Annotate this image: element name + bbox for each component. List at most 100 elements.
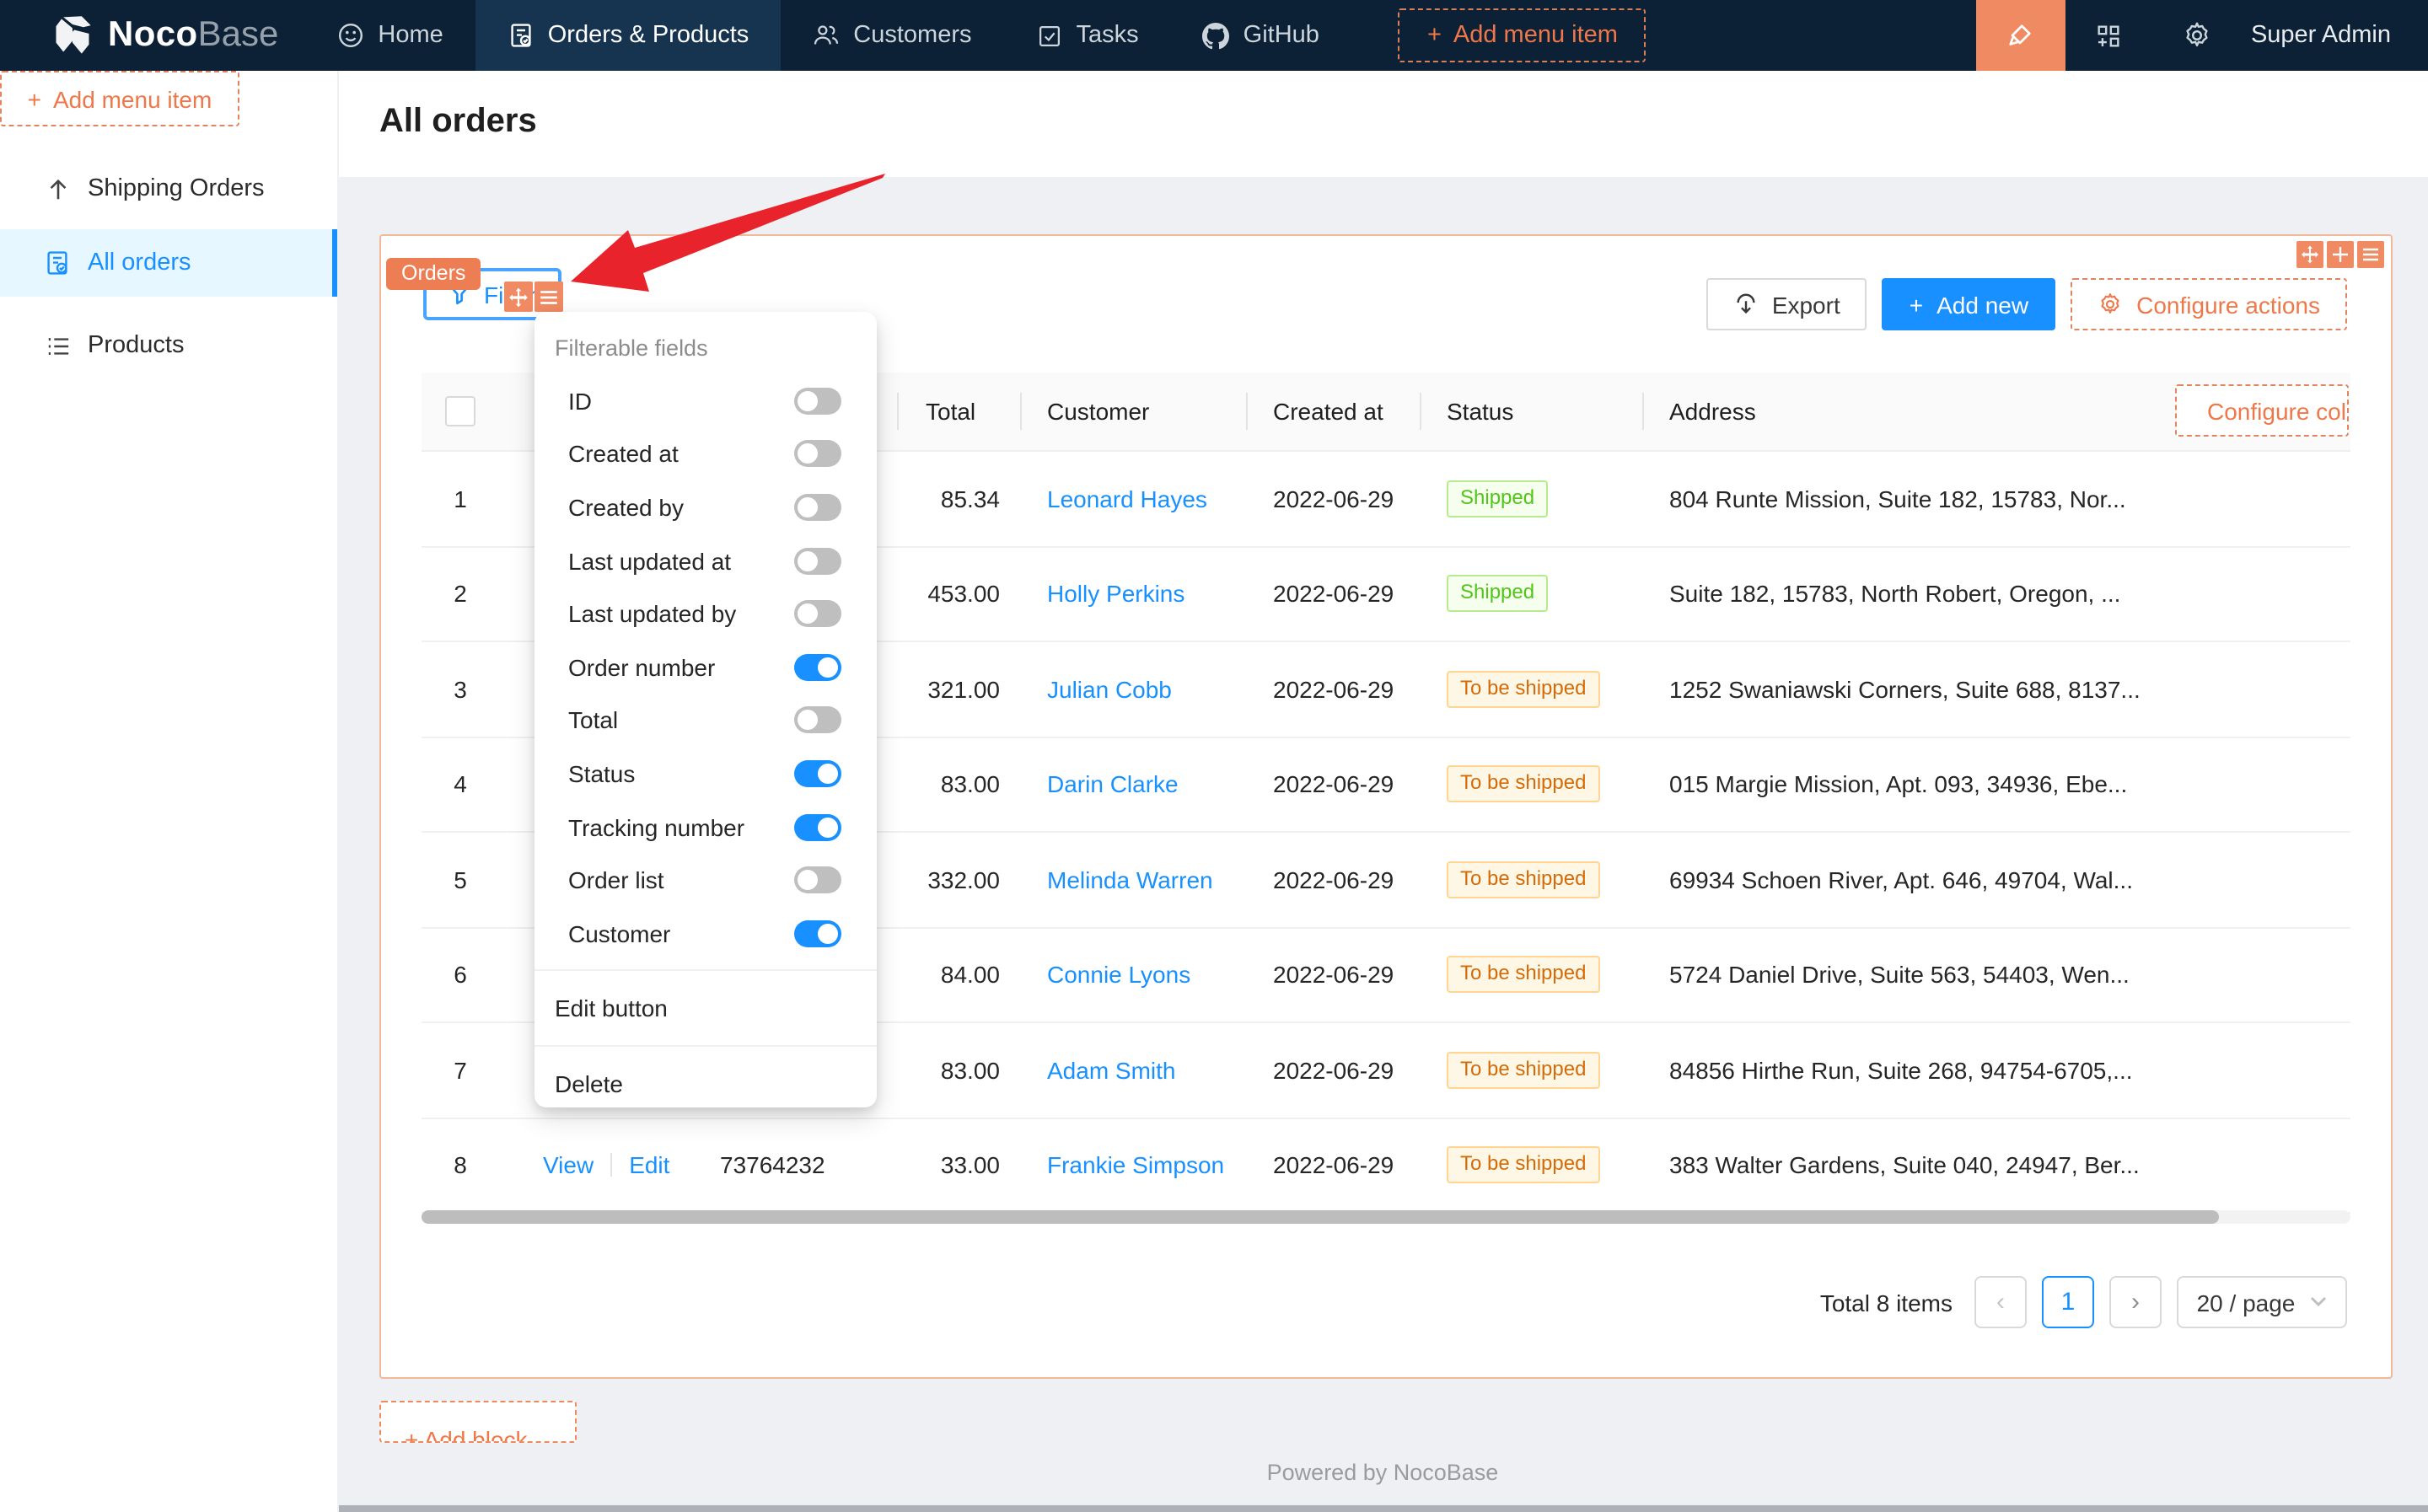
field-toggle-switch[interactable]	[794, 920, 841, 947]
powered-by-footer: Powered by NocoBase	[1266, 1460, 1499, 1485]
sidebar-item-label: All orders	[88, 249, 191, 276]
action-menu-icon[interactable]	[534, 281, 563, 312]
filterable-field-order-list[interactable]: Order list	[534, 854, 877, 907]
plugin-icon	[2098, 24, 2120, 46]
cell-total: 84.00	[940, 961, 1000, 989]
filterable-field-last-updated-by[interactable]: Last updated by	[534, 587, 877, 641]
pagination-next-button[interactable]: ›	[2109, 1276, 2162, 1328]
pagination-prev-button[interactable]: ‹	[1974, 1276, 2027, 1328]
settings-button[interactable]	[2153, 0, 2241, 71]
users-icon	[813, 22, 840, 49]
view-link[interactable]: View	[543, 1151, 594, 1179]
customer-link[interactable]: Holly Perkins	[1047, 580, 1185, 608]
page-size-value: 20 / page	[2196, 1289, 2296, 1316]
field-toggle-switch[interactable]	[794, 706, 841, 734]
drag-handle-icon[interactable]	[504, 281, 533, 312]
customer-link[interactable]: Adam Smith	[1047, 1056, 1176, 1084]
column-header-status[interactable]: Status	[1420, 373, 1642, 450]
filterable-fields-list: ID Created at Created by Last updated at Las…	[534, 374, 877, 960]
customer-link[interactable]: Leonard Hayes	[1047, 485, 1207, 512]
cell-address: 804 Runte Mission, Suite 182, 15783, Nor…	[1669, 485, 2126, 512]
sidebar-item-products[interactable]: Products	[0, 312, 337, 379]
filterable-field-created-at[interactable]: Created at	[534, 427, 877, 480]
filterable-field-status[interactable]: Status	[534, 747, 877, 800]
switch-knob	[818, 923, 838, 944]
filterable-field-order-number[interactable]: Order number	[534, 641, 877, 694]
cell-created-at: 2022-06-29	[1273, 1056, 1394, 1084]
cell-customer: Julian Cobb	[1020, 676, 1246, 703]
filterable-field-created-by[interactable]: Created by	[534, 480, 877, 533]
navbar-add-menu-item-button[interactable]: + Add menu item	[1398, 8, 1646, 62]
add-new-button[interactable]: + Add new	[1882, 278, 2056, 330]
plus-icon: +	[1426, 22, 1442, 49]
customer-link[interactable]: Darin Clarke	[1047, 770, 1179, 798]
field-toggle-switch[interactable]	[794, 440, 841, 468]
filterable-field-customer[interactable]: Customer	[534, 907, 877, 960]
sidebar-add-menu-item-button[interactable]: + Add menu item	[0, 71, 239, 126]
cell-address: 1252 Swaniawski Corners, Suite 688, 8137…	[1669, 675, 2141, 703]
add-icon[interactable]	[2327, 241, 2354, 268]
divider	[534, 1044, 877, 1047]
navbar-item-github[interactable]: GitHub	[1171, 0, 1351, 71]
configure-columns-button[interactable]: Configure columns	[2175, 384, 2349, 437]
field-toggle-switch[interactable]	[794, 600, 841, 628]
filterable-field-total[interactable]: Total	[534, 694, 877, 747]
block-menu-icon[interactable]	[2357, 241, 2384, 268]
field-label: Order number	[568, 653, 716, 681]
column-header-address[interactable]: Address	[1642, 373, 2185, 450]
field-label: Customer	[568, 920, 671, 947]
field-label: Last updated by	[568, 600, 737, 628]
customer-link[interactable]: Frankie Simpson	[1047, 1151, 1225, 1179]
column-header-customer[interactable]: Customer	[1020, 373, 1246, 450]
field-toggle-switch[interactable]	[794, 759, 841, 787]
sidebar: Shipping Orders All orders Products + Add …	[0, 71, 339, 1512]
navbar-item-home[interactable]: Home	[305, 0, 475, 71]
menu-item-edit-button[interactable]: Edit button	[555, 994, 668, 1021]
export-button[interactable]: Export	[1706, 278, 1867, 330]
navbar-item-label: Orders & Products	[547, 22, 749, 49]
customer-link[interactable]: Julian Cobb	[1047, 675, 1172, 703]
switch-knob	[798, 550, 818, 571]
navbar-item-customers[interactable]: Customers	[781, 0, 1003, 71]
customer-link[interactable]: Melinda Warren	[1047, 866, 1213, 893]
ui-editor-toggle-button[interactable]	[1975, 0, 2065, 71]
field-toggle-switch[interactable]	[794, 493, 841, 521]
navbar-item-label: Customers	[853, 22, 972, 49]
sidebar-item-all-orders[interactable]: All orders	[0, 229, 337, 297]
edit-link[interactable]: Edit	[629, 1151, 670, 1179]
nocobase-logo[interactable]: Noco Base	[51, 13, 278, 57]
document-check-icon	[508, 22, 534, 49]
column-header-created-at[interactable]: Created at	[1246, 373, 1420, 450]
field-toggle-switch[interactable]	[794, 387, 841, 415]
field-toggle-switch[interactable]	[794, 547, 841, 575]
field-toggle-switch[interactable]	[794, 653, 841, 681]
user-menu[interactable]: Super Admin	[2250, 22, 2391, 49]
plugin-manager-button[interactable]	[2065, 0, 2153, 71]
page-size-select[interactable]: 20 / page	[2177, 1276, 2347, 1328]
navbar-add-menu-item-label: Add menu item	[1453, 22, 1618, 49]
nocobase-logo-icon	[56, 16, 91, 54]
cell-created-at: 2022-06-29	[1273, 580, 1394, 608]
filterable-field-tracking-number[interactable]: Tracking number	[534, 801, 877, 854]
status-badge: To be shipped	[1447, 1146, 1600, 1184]
column-header-total[interactable]: Total	[897, 373, 1020, 450]
cell-total: 83.00	[940, 1056, 1000, 1084]
select-all-checkbox[interactable]	[445, 396, 475, 426]
row-index: 3	[454, 675, 467, 703]
pagination-page-1[interactable]: 1	[2042, 1276, 2094, 1328]
sidebar-item-shipping-orders[interactable]: Shipping Orders	[0, 155, 337, 223]
filter-designer-dropdown: Filterable fields ID Created at Created by…	[534, 312, 877, 1107]
field-toggle-switch[interactable]	[794, 813, 841, 841]
field-toggle-switch[interactable]	[794, 866, 841, 894]
navbar-item-tasks[interactable]: Tasks	[1004, 0, 1171, 71]
customer-link[interactable]: Connie Lyons	[1047, 961, 1191, 989]
switch-knob	[798, 443, 818, 464]
drag-handle-icon[interactable]	[2296, 241, 2323, 268]
menu-item-delete[interactable]: Delete	[555, 1070, 623, 1097]
navbar-item-orders-products[interactable]: Orders & Products	[475, 0, 782, 71]
add-block-button[interactable]: + Add block	[379, 1401, 577, 1443]
scrollbar-thumb[interactable]	[422, 1210, 2219, 1224]
configure-actions-button[interactable]: Configure actions	[2071, 278, 2347, 330]
filterable-field-last-updated-at[interactable]: Last updated at	[534, 534, 877, 587]
filterable-field-id[interactable]: ID	[534, 374, 877, 427]
